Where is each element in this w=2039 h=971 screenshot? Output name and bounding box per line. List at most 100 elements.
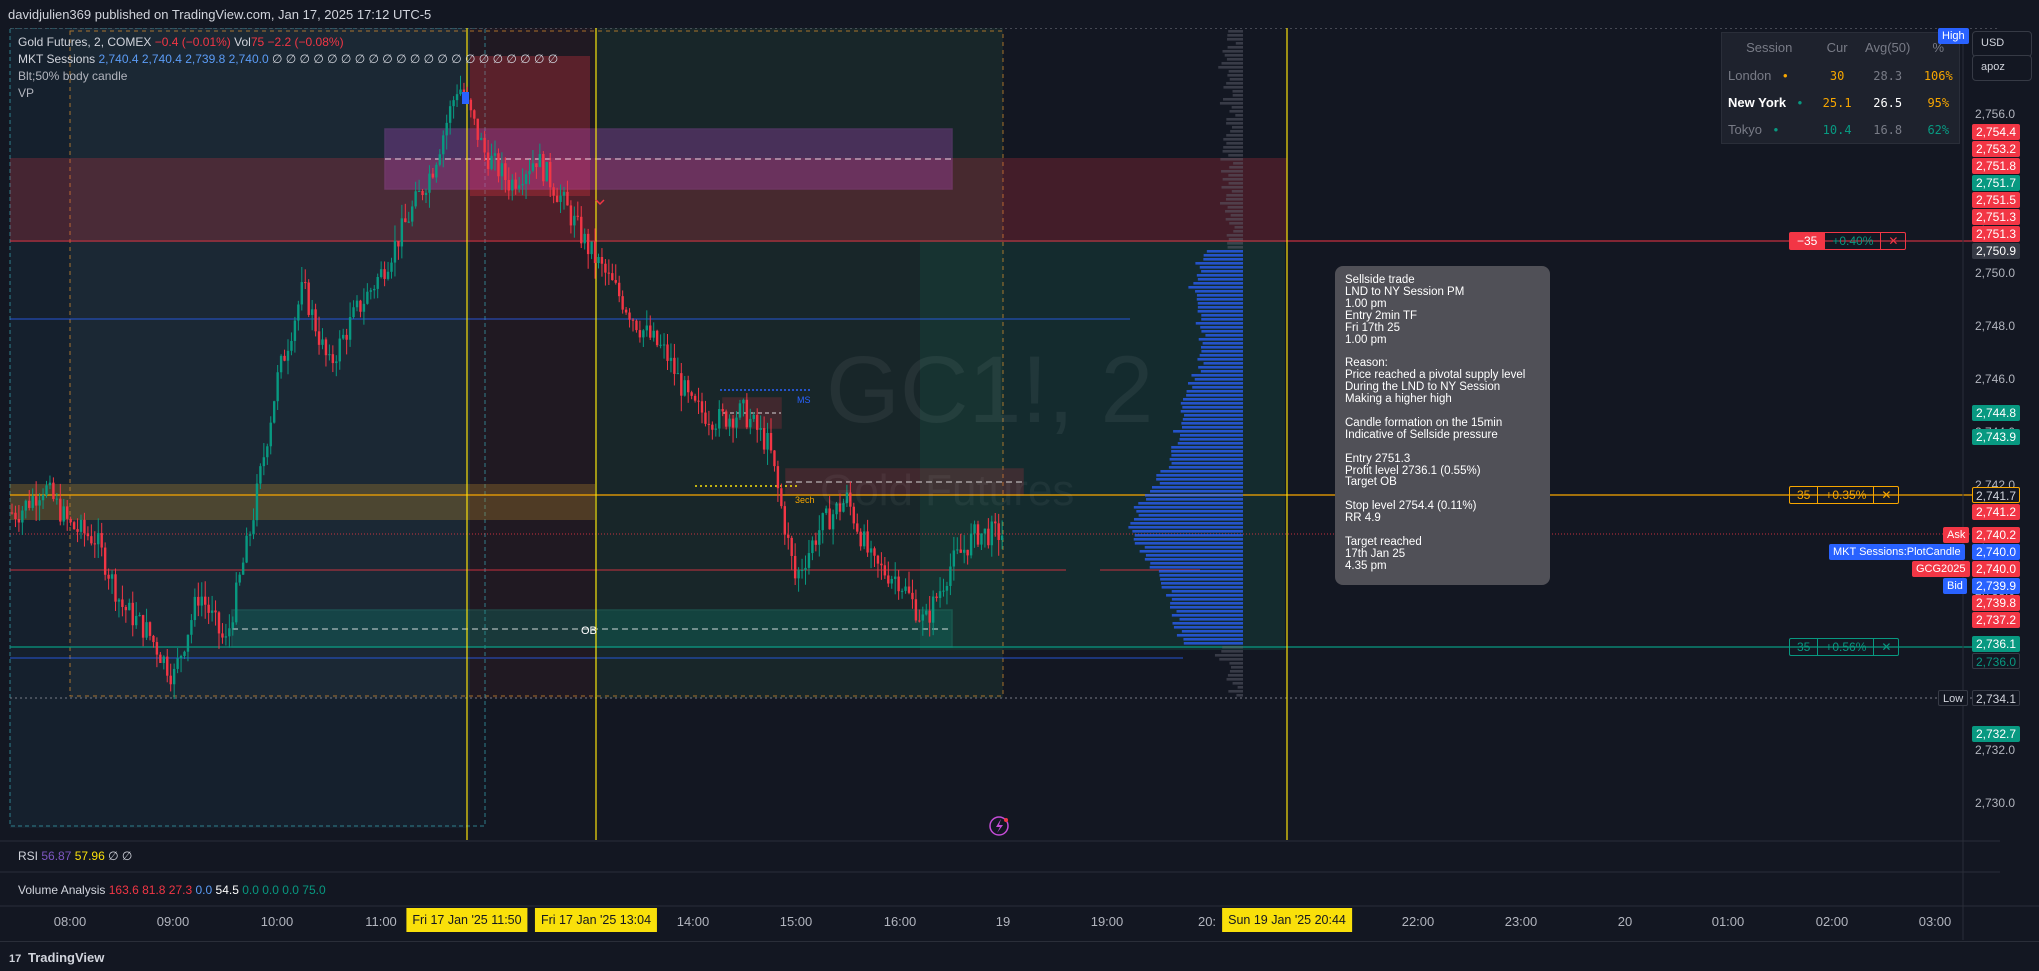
price-tag: 2,741.2 [1972, 504, 2020, 520]
entry-order-close-icon[interactable]: ✕ [1881, 488, 1892, 502]
tradingview-logo-icon: 17 [9, 953, 22, 965]
volume-profile-bar [1201, 318, 1243, 321]
candle-body [41, 494, 45, 501]
target-order-close-icon[interactable]: ✕ [1881, 640, 1892, 654]
trade-note[interactable]: Sellside trade LND to NY Session PM 1.00… [1335, 266, 1550, 585]
candle-body [869, 548, 873, 553]
candle-body [918, 620, 921, 622]
candle-body [669, 357, 673, 361]
volume-profile-bar [1161, 586, 1243, 589]
time-tick-label: 20 [1617, 914, 1633, 929]
short-position-box[interactable]: −35 +0.40% ✕ [1789, 232, 1907, 250]
legend-body-candle[interactable]: Blt;50% body candle [18, 69, 128, 83]
candle-body [342, 334, 345, 339]
volume-profile-bar [1237, 686, 1243, 689]
volume-profile-bar [1223, 146, 1243, 149]
candle-body [473, 110, 476, 119]
candle-body [876, 555, 880, 564]
price-tag: 2,744.8 [1972, 405, 2020, 421]
candle-body [183, 651, 186, 656]
price-tag: 2,734.1 [1972, 690, 2020, 706]
candle-body [831, 514, 835, 530]
price-tag: 2,754.4 [1972, 124, 2020, 140]
candle-body [231, 622, 234, 629]
volume-profile-bar [1186, 394, 1243, 397]
volume-profile-bar [1225, 210, 1243, 213]
candle-body [811, 540, 814, 554]
candle-body [176, 658, 179, 669]
candle-body [552, 187, 555, 196]
candle-body [14, 512, 17, 520]
volume-profile-bar [1144, 558, 1243, 561]
candle-body [642, 330, 645, 338]
candle-body [442, 135, 445, 155]
volume-profile-bar [1150, 562, 1243, 565]
volume-profile-bar [1197, 278, 1243, 281]
candle-body [166, 656, 169, 676]
rsi-value-2: 57.96 [74, 849, 105, 863]
legend-vp[interactable]: VP [18, 86, 35, 100]
volume-profile-bar [1166, 594, 1243, 597]
time-tick-label: 14:00 [676, 914, 710, 929]
volume-profile-bar [1226, 142, 1243, 145]
candle-body [373, 288, 376, 291]
alert-icon[interactable] [989, 816, 1009, 836]
volume-analysis-legend[interactable]: Volume Analysis 163.6 81.8 27.3 0.0 54.5… [18, 883, 326, 897]
candle-body [266, 446, 269, 458]
rsi-legend[interactable]: RSI 56.87 57.96 ∅ ∅ [18, 849, 132, 863]
candle-body [842, 503, 845, 512]
volume-profile-bar [1229, 110, 1243, 113]
candle-body [155, 642, 159, 655]
candle-body [973, 524, 976, 534]
candle-body [655, 330, 659, 346]
candle-body [348, 317, 352, 340]
legend-mkt-row[interactable]: MKT Sessions 2,740.4 2,740.4 2,739.8 2,7… [18, 52, 558, 66]
volume-profile-bar [1160, 470, 1243, 473]
candle-body [28, 500, 31, 508]
footer-brand[interactable]: TradingView [28, 950, 105, 965]
candle-body [728, 418, 731, 427]
target-order-box[interactable]: 35 +0.56% ✕ [1789, 638, 1900, 656]
candle-body [169, 675, 172, 685]
volume-profile-bar [1197, 306, 1243, 309]
candle-body [776, 466, 780, 489]
volume-profile-bar [1179, 618, 1243, 621]
candle-body [269, 422, 272, 447]
price-tag: 2,741.7 [1972, 487, 2020, 503]
volume-profile-bar [1196, 298, 1243, 301]
legend-mkt-values: 2,740.4 2,740.4 2,739.8 2,740.0 [98, 52, 269, 66]
volume-profile-bar [1228, 70, 1243, 73]
entry-order-box[interactable]: 35 +0.35% ✕ [1789, 486, 1900, 504]
volume-profile-bar [1221, 186, 1243, 189]
currency-button[interactable]: USD [1972, 31, 2032, 57]
user-button[interactable]: apoz [1972, 55, 2032, 81]
candle-body [338, 338, 341, 362]
legend-symbol-row[interactable]: Gold Futures, 2, COMEX −0.4 (−0.01%) Vol… [18, 35, 344, 49]
volume-profile-bar [1229, 78, 1243, 81]
candle-body [780, 488, 783, 507]
time-tick-label: 22:00 [1401, 914, 1435, 929]
volume-profile-bar [1201, 270, 1243, 273]
ms-label: MS [797, 395, 811, 405]
alert-dot [1004, 818, 1008, 822]
candle-body [497, 153, 500, 177]
candle-body [72, 522, 76, 530]
volume-profile-bar [1187, 382, 1243, 385]
candle-body [649, 325, 652, 338]
low-tag: Low [1938, 690, 1969, 706]
volume-analysis-green: 0.0 0.0 0.0 75.0 [242, 883, 326, 897]
candle-body [45, 485, 48, 495]
session-table-header: Cur [1826, 40, 1848, 55]
volume-profile-bar [1138, 502, 1243, 505]
candle-body [210, 610, 214, 613]
volume-profile-bar [1133, 506, 1243, 509]
volume-profile-bar [1206, 250, 1243, 253]
short-position-close-icon[interactable]: ✕ [1888, 234, 1899, 248]
candle-body [952, 550, 956, 567]
short-position-pct: +0.40% [1825, 233, 1882, 249]
candle-body [214, 610, 217, 613]
volume-profile-bar [1227, 46, 1243, 49]
candle-body [290, 340, 293, 351]
candle-body [555, 195, 559, 202]
